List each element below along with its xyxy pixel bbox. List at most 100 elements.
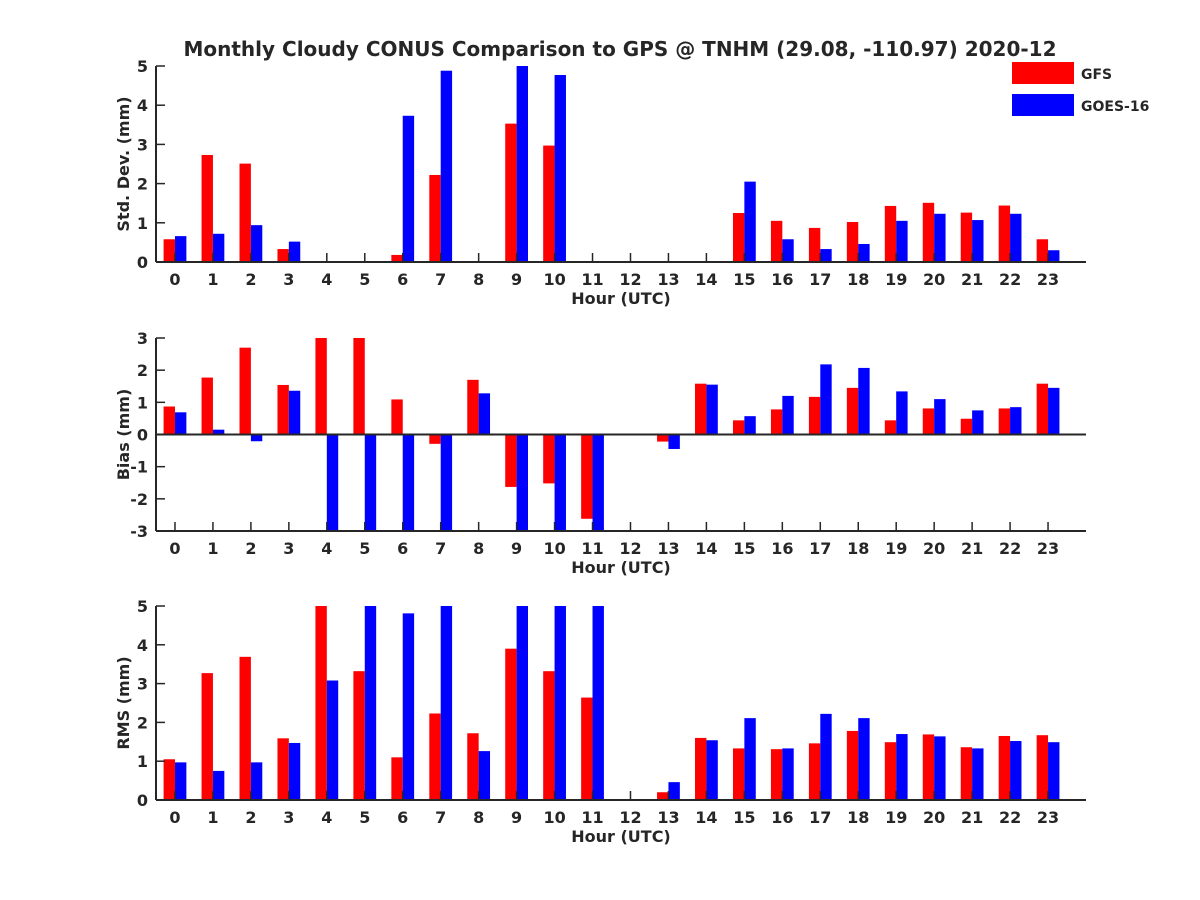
- rms-bar-goes16-h23: [1048, 742, 1060, 800]
- bias-bar-gfs-h3: [277, 384, 289, 435]
- std-dev-x-tick-label: 19: [885, 270, 907, 289]
- rms-bar-gfs-h5: [353, 671, 365, 800]
- rms-bar-gfs-h10: [543, 671, 555, 800]
- rms-x-tick-label: 2: [245, 808, 256, 827]
- rms-bar-gfs-h13: [657, 792, 669, 800]
- bias-bar-gfs-h10: [543, 434, 555, 484]
- bias-x-tick-label: 11: [581, 539, 603, 558]
- bias-bar-goes16-h14: [706, 384, 718, 435]
- std-dev-bar-gfs-h7: [429, 174, 441, 262]
- std-dev-x-tick-label: 18: [847, 270, 869, 289]
- std-dev-bar-goes16-h3: [288, 241, 301, 262]
- std-dev-x-tick-label: 8: [473, 270, 484, 289]
- rms-bar-gfs-h19: [884, 742, 897, 800]
- rms-bar-gfs-h7: [429, 713, 441, 800]
- rms-bar-goes16-h11: [592, 606, 604, 800]
- bias-bar-gfs-h4: [315, 338, 327, 435]
- std-dev-x-tick-label: 14: [695, 270, 717, 289]
- bias-y-tick-label: 3: [137, 329, 148, 348]
- rms-bar-goes16-h17: [820, 713, 832, 800]
- bias-x-tick-label: 18: [847, 539, 869, 558]
- bias-x-tick-label: 21: [961, 539, 983, 558]
- std-dev-bar-gfs-h15: [732, 213, 745, 262]
- bias-x-tick-label: 0: [169, 539, 180, 558]
- bias-y-tick-label: 2: [137, 361, 148, 380]
- rms-bar-gfs-h4: [315, 606, 327, 800]
- rms-bar-gfs-h3: [277, 738, 289, 800]
- bias-x-tick-label: 15: [733, 539, 755, 558]
- std-dev-x-tick-label: 7: [435, 270, 446, 289]
- std-dev-x-tick-label: 13: [657, 270, 679, 289]
- bias-bar-gfs-h14: [695, 383, 707, 435]
- rms-bar-goes16-h19: [896, 734, 908, 800]
- std-dev-bar-goes16-h2: [250, 225, 263, 262]
- rms-y-axis-label: RMS (mm): [114, 656, 133, 749]
- bias-bar-goes16-h17: [820, 364, 832, 435]
- bias-x-tick-label: 23: [1037, 539, 1059, 558]
- rms-bar-gfs-h18: [846, 730, 859, 800]
- bias-bar-gfs-h20: [922, 408, 935, 435]
- std-dev-bar-goes16-h1: [212, 233, 225, 262]
- rms-y-tick-label: 4: [137, 636, 148, 655]
- rms-y-tick-label: 5: [137, 597, 148, 616]
- rms-bar-gfs-h6: [391, 757, 403, 800]
- bias-bar-gfs-h17: [808, 396, 821, 435]
- bias-y-tick-label: -3: [130, 522, 148, 541]
- bias-bar-goes16-h21: [972, 410, 984, 435]
- bias-bar-goes16-h15: [744, 416, 756, 435]
- bias-x-tick-label: 10: [543, 539, 565, 558]
- bias-bar-goes16-h7: [440, 434, 453, 531]
- bias-x-tick-label: 7: [435, 539, 446, 558]
- bias-bar-goes16-h23: [1048, 387, 1060, 435]
- std-dev-y-tick-label: 2: [137, 175, 148, 194]
- rms-bar-goes16-h22: [1010, 741, 1022, 800]
- bias-y-tick-label: 0: [137, 426, 148, 445]
- bias-x-tick-label: 1: [207, 539, 218, 558]
- bias-x-tick-label: 19: [885, 539, 907, 558]
- bias-bar-goes16-h3: [288, 390, 301, 435]
- rms-bar-goes16-h0: [174, 762, 187, 800]
- rms-bar-goes16-h20: [934, 736, 946, 800]
- std-dev-bar-gfs-h21: [960, 212, 973, 262]
- std-dev-bar-goes16-h10: [554, 75, 566, 263]
- legend-label-gfs: GFS: [1081, 67, 1112, 83]
- rms-bar-gfs-h16: [770, 749, 783, 800]
- bias-bar-goes16-h11: [592, 434, 604, 531]
- rms-x-tick-label: 10: [543, 808, 565, 827]
- rms-x-tick-label: 4: [321, 808, 332, 827]
- std-dev-bar-gfs-h3: [277, 249, 289, 262]
- rms-x-tick-label: 9: [511, 808, 522, 827]
- bias-x-tick-label: 5: [359, 539, 370, 558]
- bias-x-tick-label: 20: [923, 539, 945, 558]
- std-dev-bar-gfs-h23: [1036, 239, 1049, 262]
- std-dev-x-tick-label: 1: [207, 270, 218, 289]
- bias-bar-goes16-h16: [782, 395, 794, 435]
- legend-label-goes16: GOES-16: [1081, 99, 1149, 115]
- std-dev-x-tick-label: 20: [923, 270, 945, 289]
- rms-x-tick-label: 14: [695, 808, 717, 827]
- rms-bar-goes16-h8: [478, 751, 491, 800]
- std-dev-x-tick-label: 21: [961, 270, 983, 289]
- std-dev-bar-goes16-h6: [402, 115, 415, 262]
- bias-bar-gfs-h23: [1036, 383, 1049, 435]
- bias-bar-goes16-h13: [668, 434, 680, 449]
- rms-y-tick-label: 2: [137, 713, 148, 732]
- rms-x-tick-label: 11: [581, 808, 603, 827]
- bias-x-tick-label: 2: [245, 539, 256, 558]
- rms-x-tick-label: 13: [657, 808, 679, 827]
- bias-bar-goes16-h4: [326, 434, 339, 531]
- std-dev-bar-goes16-h7: [440, 70, 453, 262]
- bias-y-tick-label: 1: [137, 393, 148, 412]
- std-dev-bar-gfs-h2: [239, 163, 251, 262]
- rms-x-tick-label: 15: [733, 808, 755, 827]
- std-dev-bar-goes16-h19: [896, 220, 908, 262]
- rms-bar-gfs-h0: [163, 759, 175, 800]
- std-dev-bar-goes16-h16: [782, 239, 794, 262]
- bias-bar-gfs-h18: [846, 387, 859, 435]
- rms-x-tick-label: 0: [169, 808, 180, 827]
- std-dev-y-tick-label: 1: [137, 214, 148, 233]
- std-dev-bar-gfs-h0: [163, 239, 175, 262]
